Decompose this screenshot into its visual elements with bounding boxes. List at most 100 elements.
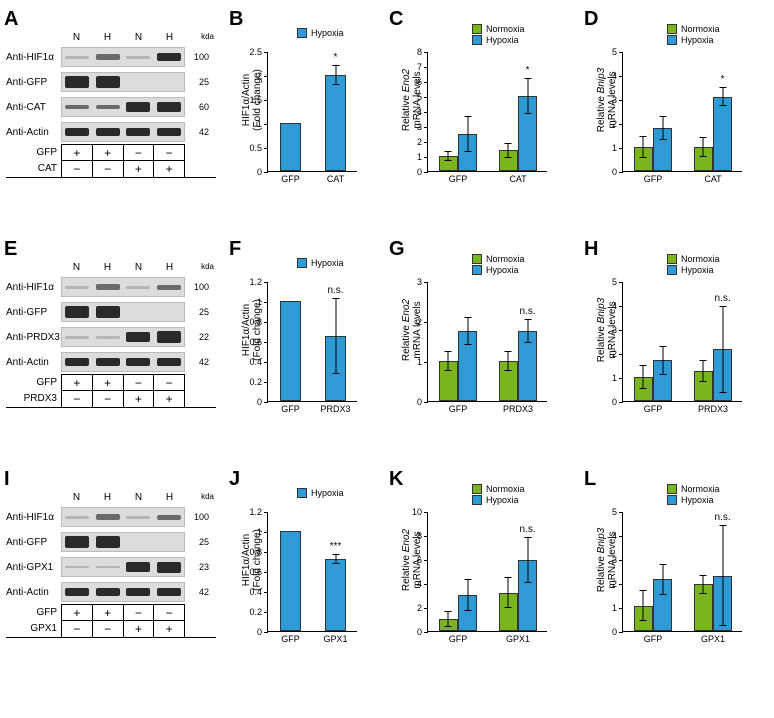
plot-area: 012345678GFP*CAT: [427, 52, 547, 172]
panel-label: G: [389, 238, 405, 261]
band: [65, 128, 89, 136]
kda-label: 100: [185, 282, 209, 292]
lane: [123, 73, 154, 91]
lane: [62, 303, 93, 321]
x-tick-label: PRDX3: [320, 401, 350, 414]
y-tick-label: 0.4: [249, 587, 268, 597]
y-tick-label: 1.2: [249, 507, 268, 517]
band: [126, 128, 150, 136]
x-tick-label: CAT: [509, 171, 526, 184]
bar: [325, 75, 345, 171]
legend-row: Normoxia: [472, 484, 525, 494]
barchart: Relative Bnip3mRNA levelsNormoxiaHypoxia…: [592, 30, 742, 172]
condition-cells: −−++: [61, 620, 185, 637]
panel-label: I: [4, 468, 10, 491]
lane: [123, 558, 154, 576]
plot-area: 0246810GFPn.s.GPX1: [427, 512, 547, 632]
y-tick-label: 8: [417, 47, 428, 57]
condition-cell: +: [123, 391, 154, 407]
condition-row: PRDX3−−++: [6, 390, 216, 407]
wb-row: Anti-GPX123: [6, 556, 216, 578]
condition-cell: +: [123, 621, 154, 637]
lane: [154, 533, 185, 551]
wb-lanes: [61, 302, 185, 322]
x-tick-label: GFP: [281, 631, 300, 644]
legend: NormoxiaHypoxia: [472, 254, 525, 275]
condition-label: CAT: [6, 163, 61, 174]
legend-row: Hypoxia: [297, 28, 344, 38]
condition-row: CAT−−++: [6, 160, 216, 177]
y-tick-label: 1: [612, 143, 623, 153]
western-blot: NHNHkdaAnti-HIF1α100Anti-GFP25Anti-CAT60…: [6, 32, 216, 178]
error-bar: [703, 575, 704, 594]
lane: [62, 123, 93, 141]
lane-head: N: [73, 262, 80, 273]
legend: NormoxiaHypoxia: [667, 484, 720, 505]
significance-label: *: [334, 52, 338, 63]
x-tick-label: GFP: [281, 401, 300, 414]
kda-label: 22: [185, 332, 209, 342]
band: [96, 588, 120, 596]
legend-label: Hypoxia: [681, 265, 714, 275]
error-bar: [335, 554, 336, 564]
error-bar: [508, 351, 509, 371]
legend: NormoxiaHypoxia: [667, 254, 720, 275]
band: [65, 286, 89, 289]
y-tick-label: 1.2: [249, 277, 268, 287]
western-blot: NHNHkdaAnti-HIF1α100Anti-GFP25Anti-GPX12…: [6, 492, 216, 638]
lane-head: N: [73, 492, 80, 503]
wb-lane-header: NHNH: [61, 492, 185, 503]
condition-cells: −−++: [61, 160, 185, 177]
error-bar: [448, 151, 449, 162]
band: [96, 54, 120, 60]
lane: [93, 48, 124, 66]
lane: [93, 123, 124, 141]
wb-lanes: [61, 557, 185, 577]
band: [96, 306, 120, 318]
band: [96, 336, 120, 339]
condition-cell: −: [92, 621, 123, 637]
error-bar: [508, 577, 509, 608]
error-bar: [722, 306, 723, 392]
kda-label: 100: [185, 512, 209, 522]
error-bar: [527, 78, 528, 114]
band: [65, 56, 89, 59]
band: [96, 284, 120, 290]
y-tick-label: 0: [257, 627, 268, 637]
error-bar: [467, 579, 468, 610]
band: [126, 56, 150, 59]
western-blot-panel: ENHNHkdaAnti-HIF1α100Anti-GFP25Anti-PRDX…: [0, 238, 225, 468]
error-bar: [508, 143, 509, 158]
lane: [93, 533, 124, 551]
significance-label: n.s.: [520, 306, 536, 317]
y-tick-label: 5: [417, 92, 428, 102]
y-tick-label: 3: [612, 95, 623, 105]
x-tick-label: GFP: [449, 631, 468, 644]
condition-cell: +: [123, 161, 154, 177]
lane-head: N: [135, 262, 142, 273]
band: [157, 285, 181, 290]
lane: [154, 48, 185, 66]
antibody-label: Anti-Actin: [6, 587, 61, 598]
lane: [62, 328, 93, 346]
y-tick-label: 2: [612, 119, 623, 129]
antibody-label: Anti-HIF1α: [6, 52, 61, 63]
x-tick-label: CAT: [327, 171, 344, 184]
y-tick-label: 5: [612, 47, 623, 57]
legend: Hypoxia: [297, 258, 344, 268]
antibody-label: Anti-CAT: [6, 102, 61, 113]
wb-lanes: [61, 97, 185, 117]
wb-lanes: [61, 277, 185, 297]
significance-label: n.s.: [327, 285, 343, 296]
band: [157, 358, 181, 366]
band: [126, 358, 150, 366]
error-bar: [448, 611, 449, 628]
kda-label: 25: [185, 77, 209, 87]
lane: [62, 278, 93, 296]
legend-swatch: [472, 254, 482, 264]
condition-cell: −: [61, 161, 92, 177]
antibody-label: Anti-GFP: [6, 307, 61, 318]
y-tick-label: 0: [612, 167, 623, 177]
barchart-panel: KRelative Eno2mRNA levelsNormoxiaHypoxia…: [385, 468, 580, 698]
y-tick-label: 2.5: [249, 47, 268, 57]
